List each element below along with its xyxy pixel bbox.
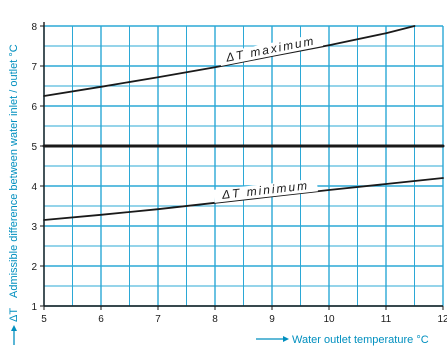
delta-t-minimum-label: ΔT minimum: [220, 178, 309, 202]
y-axis-arrow-head: [11, 325, 17, 331]
x-tick-label: 6: [98, 314, 104, 325]
x-tick-label: 10: [323, 314, 335, 325]
x-tick-label: 8: [212, 314, 218, 325]
y-tick-label: 7: [31, 62, 37, 73]
x-axis-title: Water outlet temperature °C: [292, 334, 429, 346]
y-tick-label: 4: [31, 182, 37, 193]
x-tick-label: 5: [41, 314, 47, 325]
delta-t-maximum-label: ΔT maximum: [224, 34, 317, 65]
x-tick-label: 7: [155, 314, 161, 325]
x-axis-arrow-head: [283, 336, 289, 342]
series-label-background: [213, 178, 318, 203]
y-axis-title: Admissible difference between water inle…: [8, 44, 20, 298]
y-tick-label: 3: [31, 222, 37, 233]
y-tick-label: 6: [31, 102, 37, 113]
labels: ΔT maximum ΔT minimum Water outlet tempera…: [8, 33, 429, 346]
y-axis-symbol: ΔT: [8, 308, 20, 322]
y-tick-label: 5: [31, 142, 37, 153]
series-label-background: [218, 33, 324, 67]
y-tick-label: 1: [31, 302, 37, 313]
x-tick-label: 11: [381, 314, 392, 325]
y-tick-label: 2: [31, 262, 37, 273]
x-tick-label: 9: [269, 314, 275, 325]
y-tick-label: 8: [31, 22, 37, 33]
x-tick-label: 12: [437, 314, 447, 325]
grid: [43, 25, 444, 307]
